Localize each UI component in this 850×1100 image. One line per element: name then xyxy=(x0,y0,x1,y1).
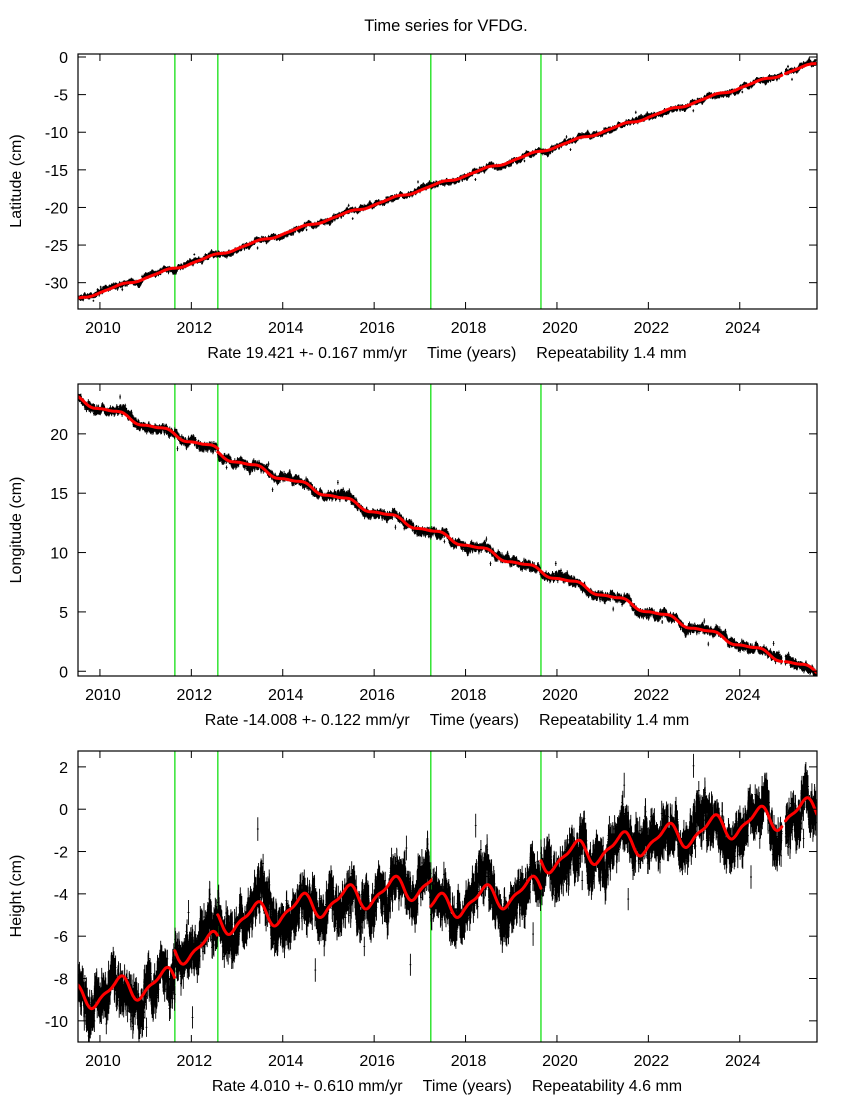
height-y-axis-label: Height (cm) xyxy=(8,855,25,938)
latitude-fit-curve-segment xyxy=(78,266,177,300)
height-x-tick-label: 2018 xyxy=(451,1053,487,1070)
latitude-plot-area xyxy=(78,54,817,309)
latitude-repeatability-label: Repeatability 1.4 mm xyxy=(536,345,686,362)
height-y-tick-label: -10 xyxy=(45,1014,68,1031)
height-y-tick-label: -8 xyxy=(54,972,68,989)
longitude-x-tick-label: 2022 xyxy=(634,687,670,704)
longitude-y-tick-label: 15 xyxy=(50,486,68,503)
height-repeatability-label: Repeatability 4.6 mm xyxy=(532,1078,682,1095)
latitude-fit-curve-segment xyxy=(784,62,817,76)
height-x-tick-label: 2020 xyxy=(542,1053,578,1070)
latitude-x-tick-label: 2016 xyxy=(359,320,395,337)
longitude-x-tick-label: 2024 xyxy=(725,687,761,704)
longitude-y-tick-label: 0 xyxy=(59,664,68,681)
latitude-y-tick-label: -10 xyxy=(45,125,68,142)
longitude-fit-curve-segment xyxy=(216,450,433,533)
longitude-x-tick-label: 2020 xyxy=(542,687,578,704)
latitude-fit-curve-segment xyxy=(539,73,784,153)
height-x-tick-label: 2022 xyxy=(634,1053,670,1070)
latitude-x-tick-label: 2020 xyxy=(542,320,578,337)
latitude-x-axis-label: Time (years) xyxy=(427,345,516,362)
latitude-fit-curve-segment xyxy=(429,149,543,188)
latitude-y-tick-label: -20 xyxy=(45,200,68,217)
height-fit-curve-segment xyxy=(173,929,220,966)
height-x-tick-label: 2024 xyxy=(725,1053,761,1070)
longitude-fit-curve-segment xyxy=(539,569,784,663)
latitude-x-tick-label: 2022 xyxy=(634,320,670,337)
latitude-fit-curve-segment xyxy=(173,252,220,270)
height-y-tick-label: -4 xyxy=(54,887,68,904)
height-x-tick-label: 2010 xyxy=(85,1053,121,1070)
height-y-tick-label: -2 xyxy=(54,845,68,862)
height-x-tick-label: 2012 xyxy=(177,1053,213,1070)
latitude-x-tick-label: 2014 xyxy=(268,320,304,337)
latitude-y-tick-label: -15 xyxy=(45,163,68,180)
height-x-axis-label: Time (years) xyxy=(423,1078,512,1095)
height-plot-area xyxy=(78,751,817,1042)
latitude-fit-curve-segment xyxy=(216,184,433,256)
height-x-tick-label: 2016 xyxy=(359,1053,395,1070)
longitude-fit-curve-segment xyxy=(784,660,817,675)
longitude-x-tick-label: 2012 xyxy=(177,687,213,704)
longitude-x-tick-label: 2014 xyxy=(268,687,304,704)
height-y-tick-label: 0 xyxy=(59,802,68,819)
longitude-x-axis-label: Time (years) xyxy=(430,712,519,729)
longitude-repeatability-label: Repeatability 1.4 mm xyxy=(539,712,689,729)
longitude-axes-frame xyxy=(77,383,818,677)
latitude-y-axis-label: Latitude (cm) xyxy=(8,134,25,227)
height-fit-curve-segment xyxy=(78,965,177,1011)
height-y-tick-label: 2 xyxy=(59,760,68,777)
longitude-x-tick-label: 2018 xyxy=(451,687,487,704)
height-panel: Height (cm) Rate 4.010 +- 0.610 mm/yr Tim… xyxy=(8,750,818,1095)
longitude-fit-curve-segment xyxy=(173,432,220,450)
latitude-y-tick-label: -30 xyxy=(45,276,68,293)
latitude-axes-frame xyxy=(77,53,818,310)
height-fit-curve-segment xyxy=(784,796,817,823)
height-fit-curve-segment xyxy=(216,874,433,937)
height-x-axis-caption: Rate 4.010 +- 0.610 mm/yr Time (years) Rep… xyxy=(212,1078,682,1095)
latitude-x-tick-label: 2024 xyxy=(725,320,761,337)
longitude-rate-label: Rate -14.008 +- 0.122 mm/yr xyxy=(205,712,411,729)
height-rate-label: Rate 4.010 +- 0.610 mm/yr xyxy=(212,1078,403,1095)
longitude-y-tick-label: 10 xyxy=(50,546,68,563)
latitude-rate-label: Rate 19.421 +- 0.167 mm/yr xyxy=(207,345,407,362)
latitude-y-tick-label: 0 xyxy=(59,50,68,67)
latitude-x-tick-label: 2018 xyxy=(451,320,487,337)
longitude-plot-area xyxy=(78,384,817,676)
longitude-y-tick-label: 20 xyxy=(50,427,68,444)
height-axes-frame xyxy=(77,750,818,1043)
latitude-x-tick-label: 2012 xyxy=(177,320,213,337)
height-fit-curve-segment xyxy=(429,874,543,920)
height-y-tick-label: -6 xyxy=(54,929,68,946)
height-x-tick-label: 2014 xyxy=(268,1053,304,1070)
height-fit-curve-segment xyxy=(539,804,784,875)
latitude-y-tick-label: -5 xyxy=(54,88,68,105)
height-observation-points xyxy=(78,753,817,1042)
latitude-x-axis-caption: Rate 19.421 +- 0.167 mm/yr Time (years) Re… xyxy=(207,345,686,362)
longitude-fit-curve-segment xyxy=(429,529,543,573)
longitude-x-tick-label: 2016 xyxy=(359,687,395,704)
longitude-panel: Longitude (cm) Rate -14.008 +- 0.122 mm/… xyxy=(8,383,818,729)
longitude-y-axis-label: Longitude (cm) xyxy=(8,477,25,584)
latitude-y-tick-label: -25 xyxy=(45,238,68,255)
height-observations xyxy=(78,753,817,1042)
longitude-x-tick-label: 2010 xyxy=(85,687,121,704)
longitude-y-tick-label: 5 xyxy=(59,605,68,622)
figure-title: Time series for VFDG. xyxy=(364,17,528,35)
longitude-fit-curve-segment xyxy=(78,395,179,436)
longitude-x-axis-caption: Rate -14.008 +- 0.122 mm/yr Time (years) R… xyxy=(205,712,689,729)
latitude-panel: Latitude (cm) Rate 19.421 +- 0.167 mm/yr… xyxy=(8,50,818,362)
latitude-x-tick-label: 2010 xyxy=(85,320,121,337)
